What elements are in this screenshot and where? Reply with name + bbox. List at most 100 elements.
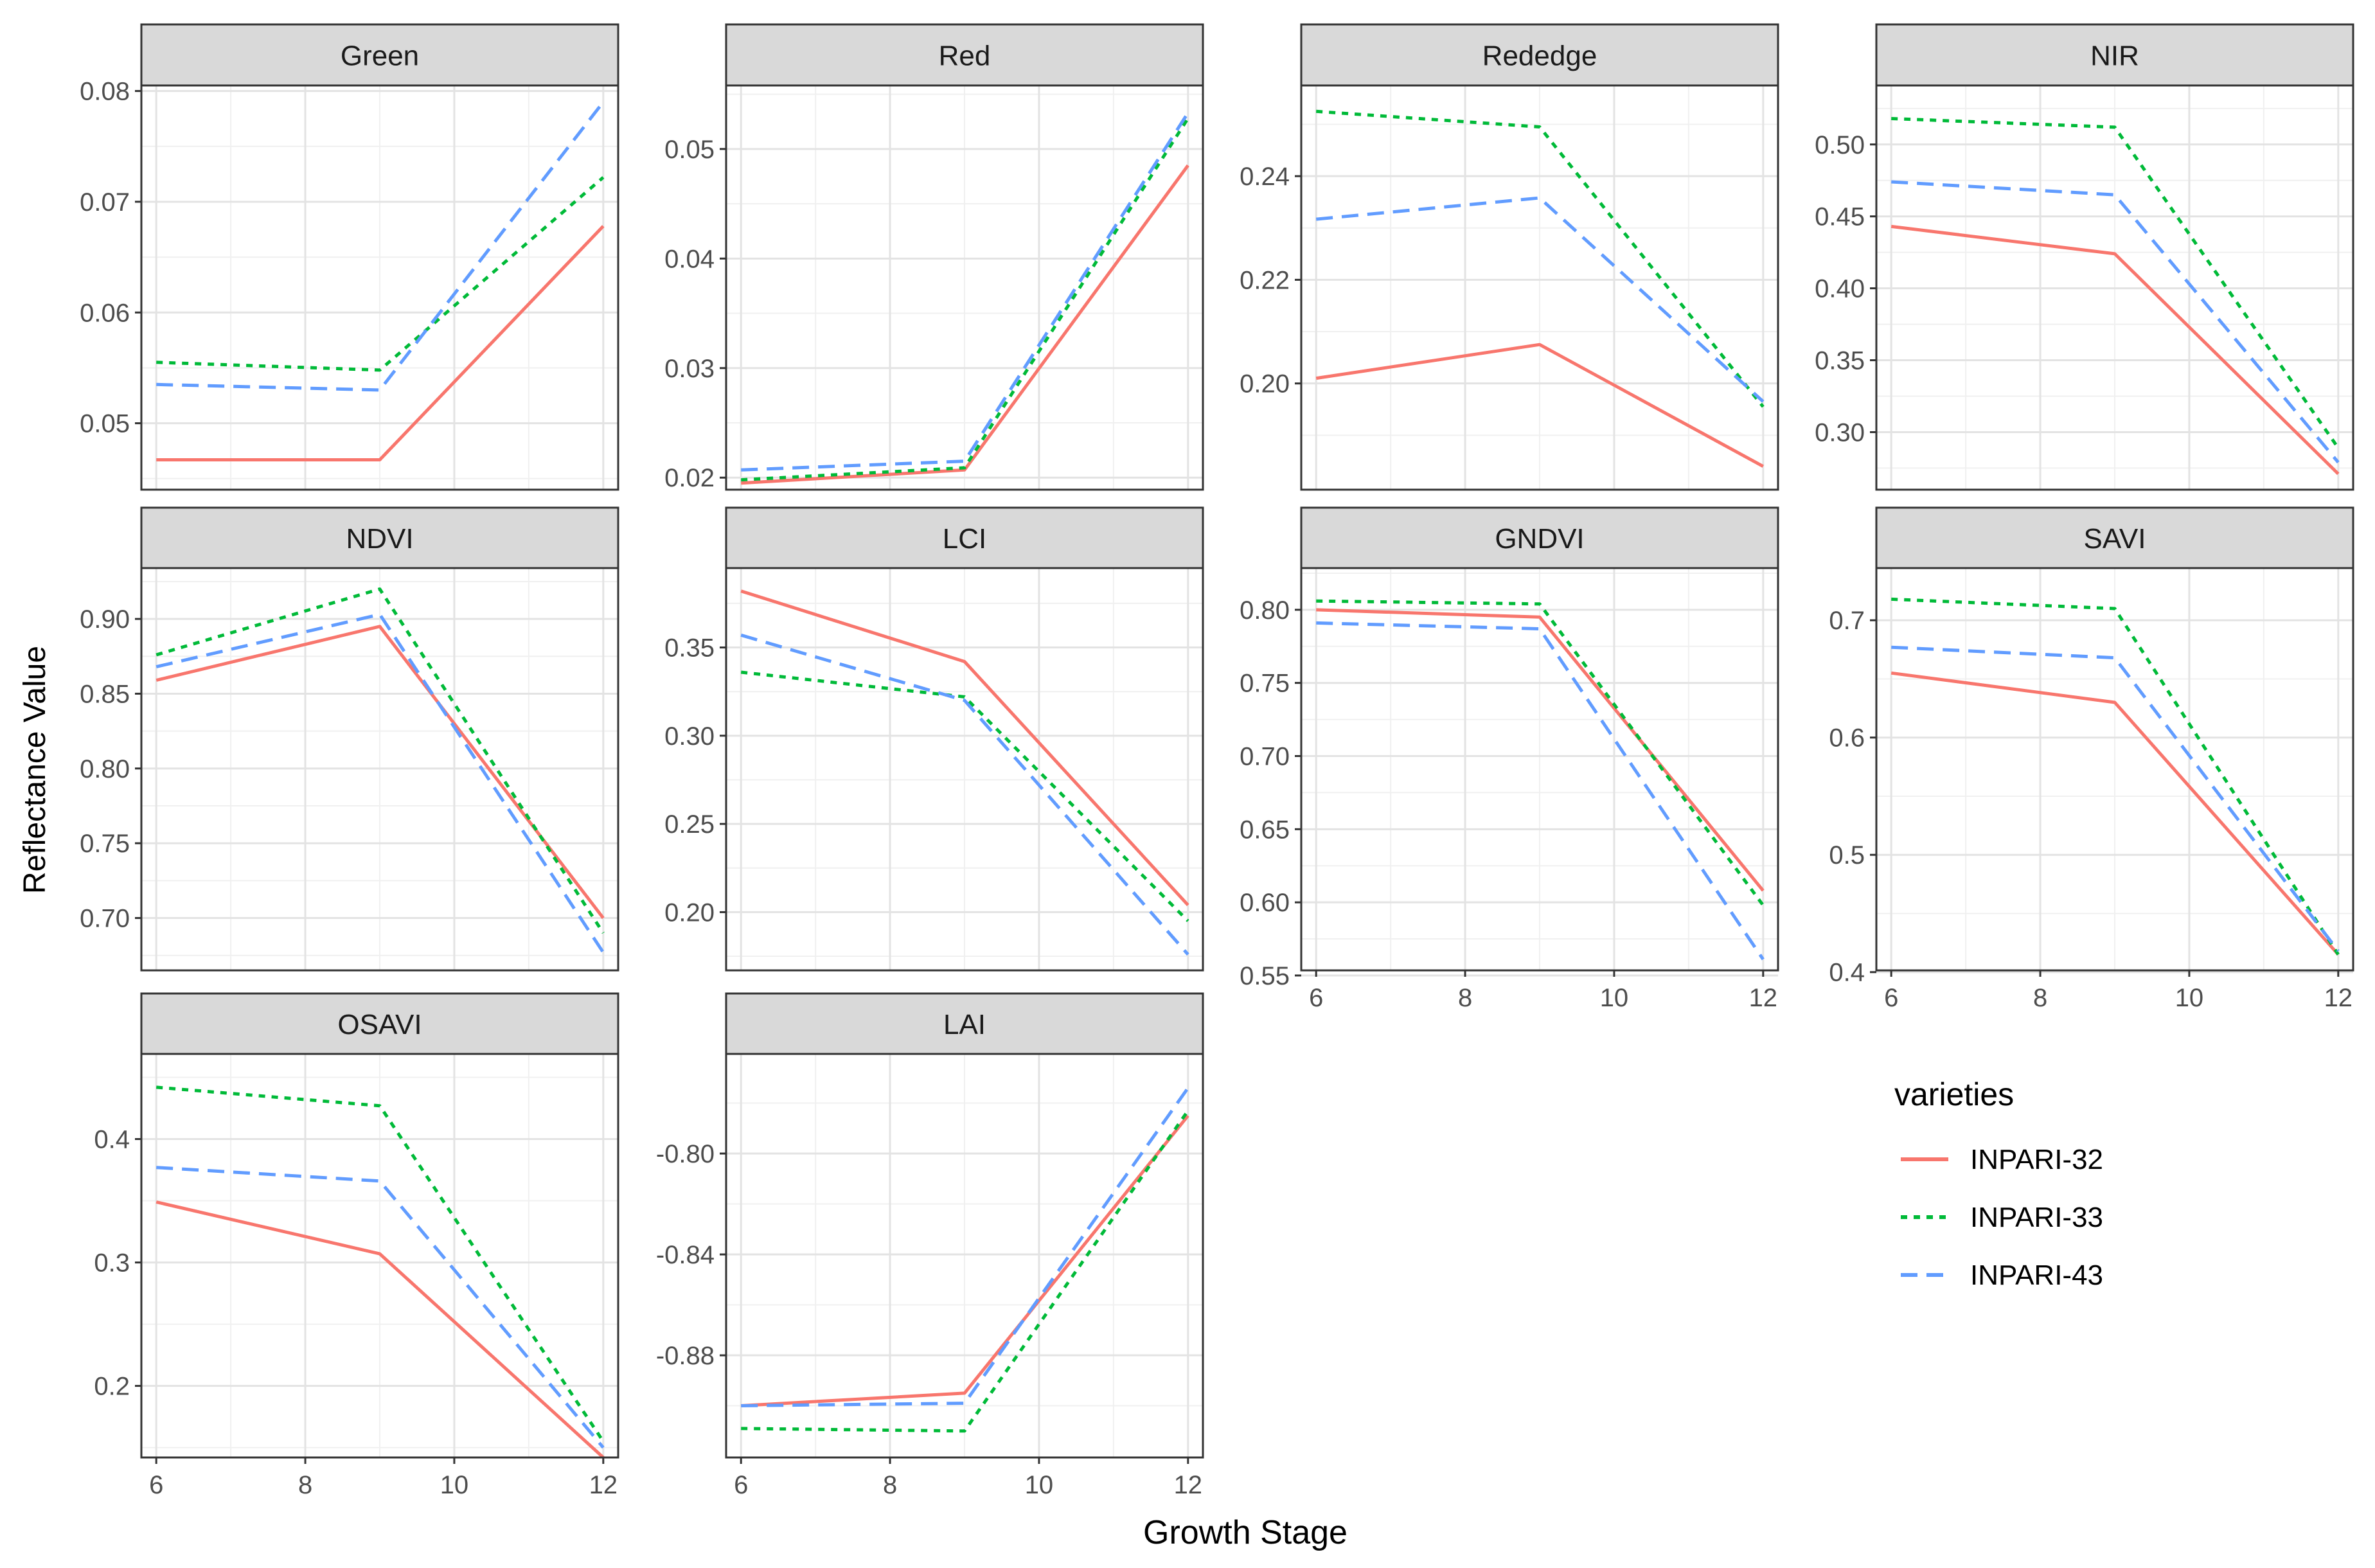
x-tick-label: 12 (589, 1471, 618, 1499)
y-tick-label: 0.85 (80, 680, 130, 708)
series-line-inpari-43 (156, 612, 605, 954)
y-tick-label: 0.80 (80, 755, 130, 783)
y-tick-label: 0.45 (1815, 203, 1865, 231)
facet-lai: LAI -0.88 -0.84 -0.80 6 8 10 12 (656, 992, 1204, 1499)
legend-title: varieties (1894, 1076, 2014, 1112)
strip-label: NDVI (346, 523, 413, 555)
y-axis-title: Reflectance Value (18, 646, 52, 894)
y-tick-label: 0.5 (1829, 841, 1865, 869)
x-axis-title: Growth Stage (1143, 1514, 1348, 1551)
y-tick-label: 0.06 (80, 299, 130, 327)
series-line-inpari-43 (1891, 645, 2340, 952)
strip-label: Rededge (1482, 40, 1597, 72)
series-line-inpari-43 (156, 101, 605, 392)
legend-label: INPARI-32 (1970, 1144, 2103, 1175)
series-line-inpari-33 (1316, 109, 1765, 408)
legend-entries: INPARI-32 INPARI-33 INPARI-43 (1901, 1144, 2103, 1291)
panel-border (725, 1053, 1204, 1459)
y-tick-label: 0.05 (80, 410, 130, 438)
series-line-inpari-33 (156, 176, 605, 372)
panel-border (140, 1053, 619, 1459)
x-tick-label: 8 (2033, 984, 2047, 1012)
x-tick-label: 8 (883, 1471, 897, 1499)
strip-green (140, 23, 619, 87)
y-tick-label: 0.35 (664, 634, 715, 663)
y-tick-label: 0.4 (94, 1126, 130, 1154)
panel-border (1300, 567, 1779, 972)
y-tick-label: -0.84 (656, 1241, 715, 1269)
series-line-inpari-33 (741, 117, 1189, 482)
strip-label: NIR (2090, 40, 2139, 72)
y-tick-label: 0.90 (80, 605, 130, 634)
strip-gndvi (1300, 506, 1779, 569)
series-line-inpari-33 (1891, 597, 2340, 956)
x-tick-label: 12 (2324, 984, 2353, 1012)
legend-label: INPARI-43 (1970, 1260, 2103, 1291)
series-line-inpari-32 (156, 1200, 605, 1459)
y-tick-label: 0.08 (80, 78, 130, 106)
x-tick-label: 10 (1025, 1471, 1054, 1499)
facet-red: Red 0.02 0.03 0.04 0.05 (664, 23, 1204, 492)
x-tick-label: 8 (298, 1471, 312, 1499)
x-tick-label: 10 (1600, 984, 1629, 1012)
strip-label: OSAVI (337, 1009, 422, 1040)
series-line-inpari-33 (156, 587, 605, 934)
panel-border (140, 84, 619, 491)
strip-nir (1875, 23, 2354, 87)
facet-ndvi: NDVI 0.70 0.75 0.80 0.85 0.90 (80, 506, 619, 972)
series-line-inpari-32 (1316, 608, 1765, 892)
y-tick-label: 0.03 (664, 355, 715, 383)
x-tick-label: 6 (1309, 984, 1323, 1012)
series-line-inpari-43 (1315, 196, 1765, 403)
facet-nir: NIR 0.30 0.35 0.40 0.45 0.50 (1815, 23, 2354, 491)
x-tick-label: 12 (1174, 1471, 1203, 1499)
strip-osavi (140, 992, 619, 1055)
strip-rededge (1300, 23, 1779, 87)
y-tick-label: 0.35 (1815, 347, 1865, 375)
y-tick-label: 0.30 (1815, 418, 1865, 447)
facet-panels: Green 0.05 0.06 0.07 0.08 Red 0.02 0.03 0.04 0.05… (80, 23, 2354, 1499)
facet-green: Green 0.05 0.06 0.07 0.08 (80, 23, 619, 491)
y-tick-label: 0.20 (664, 898, 715, 927)
y-tick-label: 0.07 (80, 188, 130, 217)
strip-label: Green (341, 40, 419, 72)
series-line-inpari-32 (741, 164, 1189, 485)
y-tick-label: 0.22 (1240, 266, 1290, 294)
panel-border (725, 567, 1204, 972)
strip-label: GNDVI (1495, 523, 1584, 555)
legend: varieties INPARI-32 INPARI-33 INPARI-43 (1894, 1076, 2103, 1291)
series-line-inpari-43 (740, 633, 1189, 956)
facet-lci: LCI 0.20 0.25 0.30 0.35 (664, 506, 1204, 972)
y-tick-label: 0.60 (1240, 889, 1290, 917)
legend-label: INPARI-33 (1970, 1202, 2103, 1233)
y-tick-label: 0.70 (1240, 743, 1290, 771)
x-tick-label: 10 (440, 1471, 469, 1499)
y-tick-label: 0.7 (1829, 607, 1865, 635)
y-tick-label: 0.4 (1829, 959, 1865, 987)
y-tick-label: 0.40 (1815, 275, 1865, 303)
strip-savi (1875, 506, 2354, 569)
x-tick-label: 10 (2175, 984, 2204, 1012)
strip-label: SAVI (2083, 523, 2146, 555)
y-tick-label: 0.50 (1815, 131, 1865, 159)
y-tick-label: 0.70 (80, 905, 130, 933)
series-line-inpari-33 (1891, 117, 2340, 449)
facet-savi: SAVI 0.4 0.5 0.6 0.7 6 8 10 12 (1829, 506, 2354, 1012)
series-line-inpari-33 (1316, 599, 1765, 907)
x-tick-label: 12 (1749, 984, 1778, 1012)
series-line-inpari-33 (741, 1109, 1189, 1433)
series-line-inpari-32 (156, 625, 605, 920)
x-tick-label: 6 (1884, 984, 1898, 1012)
y-tick-label: 0.2 (94, 1373, 130, 1401)
y-tick-label: 0.6 (1829, 724, 1865, 753)
strip-lci (725, 506, 1204, 569)
y-tick-label: 0.25 (664, 810, 715, 839)
panel-border (1875, 567, 2354, 972)
series-line-inpari-32 (741, 1114, 1189, 1407)
y-tick-label: -0.80 (656, 1140, 715, 1168)
facet-rededge: Rededge 0.20 0.22 0.24 (1240, 23, 1779, 491)
y-tick-label: 0.02 (664, 464, 715, 492)
strip-label: Red (939, 40, 991, 72)
x-tick-label: 6 (149, 1471, 163, 1499)
